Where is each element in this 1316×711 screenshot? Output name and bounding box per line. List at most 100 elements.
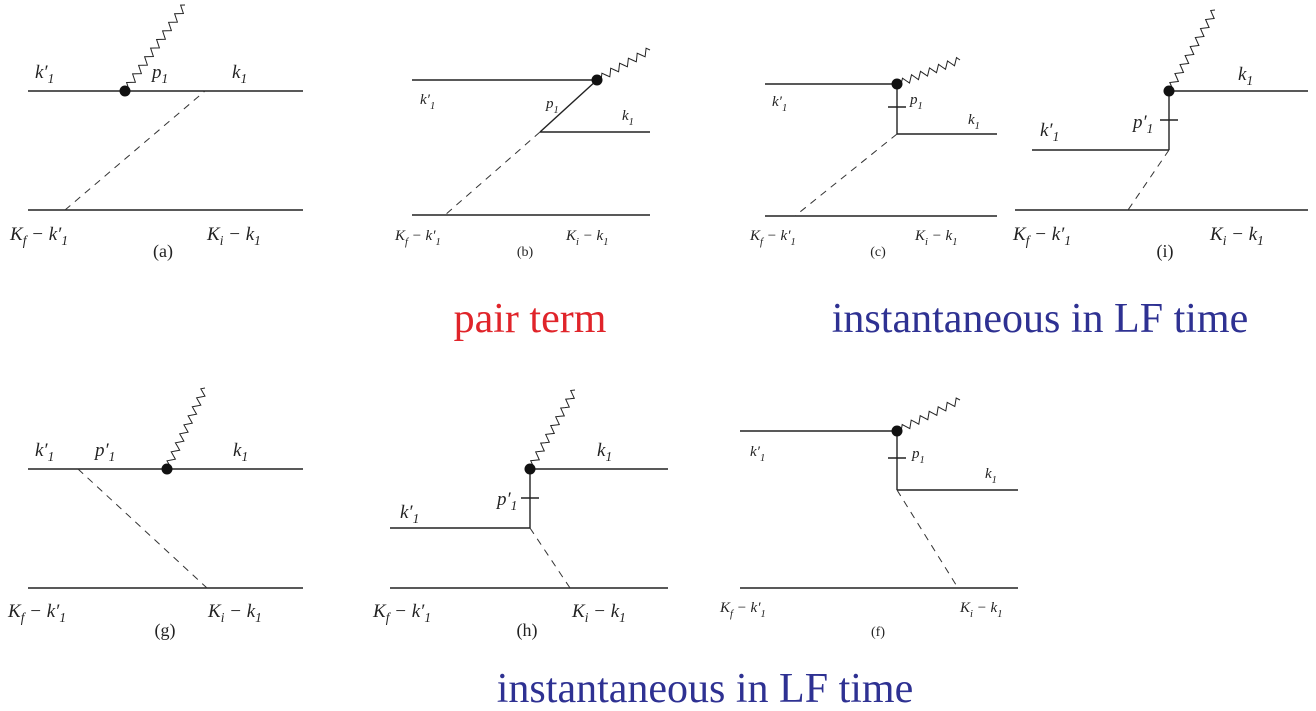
label-sub: 1: [240, 71, 247, 86]
momentum-label: Ki − k1: [207, 601, 262, 625]
label-sub: 1: [162, 71, 169, 86]
label-main: k: [968, 112, 975, 128]
vertex: [891, 78, 903, 90]
label-main: p′: [93, 440, 110, 461]
momentum-label: p′1: [93, 440, 115, 464]
label-main: K: [959, 600, 971, 616]
momentum-label: p′1: [495, 489, 517, 513]
momentum-label: Ki − k1: [571, 601, 626, 625]
momentum-label: k1: [233, 440, 248, 464]
label-sub: 1: [59, 610, 66, 625]
label-main: k: [1238, 64, 1247, 85]
label-main: p′: [1131, 112, 1148, 133]
label-sub: 1: [1053, 129, 1060, 144]
label-main: k′: [35, 440, 48, 461]
label-main: − k′: [26, 224, 62, 245]
label-main: k′: [420, 92, 431, 108]
label-sub: f: [730, 609, 735, 620]
label-sub: 1: [255, 610, 262, 625]
label-main: k′: [35, 62, 48, 83]
momentum-label: Kf − k′1: [9, 224, 68, 248]
label-sub: f: [405, 237, 410, 248]
momentum-label: k1: [597, 440, 612, 464]
label-sub: 1: [430, 101, 435, 112]
momentum-label: Ki − k1: [959, 600, 1002, 620]
label-sub: i: [576, 237, 579, 248]
label-main: − k′: [408, 228, 436, 244]
label-sub: 1: [791, 237, 796, 248]
label-sub: f: [386, 610, 392, 625]
label-main: p′: [495, 489, 512, 510]
label-sub: 1: [1246, 73, 1253, 88]
vertex: [161, 463, 173, 475]
label-main: − k′: [389, 601, 425, 622]
label-main: K: [7, 601, 22, 622]
label-main: p: [545, 96, 554, 112]
label-sub: i: [1223, 233, 1227, 248]
vertex: [524, 463, 536, 475]
label-main: k: [622, 108, 629, 124]
label-sub: 1: [605, 449, 612, 464]
annotation: pair term: [454, 296, 607, 342]
photon-line: [529, 389, 576, 470]
photon-line: [166, 387, 206, 470]
scalar-line: [64, 90, 206, 211]
photon-line: [124, 4, 186, 92]
momentum-label: p′1: [1131, 112, 1153, 136]
photon-line: [896, 56, 961, 88]
label-sub: 1: [254, 233, 261, 248]
label-main: p: [911, 446, 920, 462]
label-sub: i: [585, 610, 589, 625]
label-main: k′: [772, 94, 783, 110]
label-main: k′: [400, 502, 413, 523]
label-main: − k: [224, 601, 255, 622]
label-sub: 1: [997, 609, 1002, 620]
momentum-label: Kf − k′1: [372, 601, 431, 625]
label-sub: 1: [511, 498, 518, 513]
momentum-label: Kf − k′1: [7, 601, 66, 625]
scalar-line: [896, 489, 959, 589]
momentum-label: k1: [985, 466, 997, 486]
momentum-label: Ki − k1: [1209, 224, 1264, 248]
label-main: K: [206, 224, 221, 245]
label-main: − k′: [763, 228, 791, 244]
label-sub: 1: [48, 449, 55, 464]
photon-line: [896, 397, 961, 434]
caption: (c): [870, 245, 886, 260]
caption: (h): [517, 620, 538, 641]
momentum-label: k1: [968, 112, 980, 132]
momentum-label: k′1: [35, 440, 54, 464]
momentum-label: Kf − k′1: [749, 228, 796, 248]
photon-line: [1168, 9, 1216, 92]
scalar-line: [444, 131, 541, 216]
label-sub: 1: [1064, 233, 1071, 248]
label-main: − k′: [24, 601, 60, 622]
caption: (g): [155, 620, 176, 641]
momentum-label: k1: [1238, 64, 1253, 88]
label-sub: 1: [554, 105, 559, 116]
scalar-line: [529, 527, 571, 589]
label-main: − k: [579, 228, 604, 244]
momentum-label: p1: [150, 62, 168, 86]
label-main: K: [1012, 224, 1027, 245]
label-main: − k′: [1029, 224, 1065, 245]
momentum-label: Ki − k1: [914, 228, 957, 248]
label-sub: 1: [952, 237, 957, 248]
momentum-label: Ki − k1: [206, 224, 261, 248]
label-sub: 1: [241, 449, 248, 464]
annotation: instantaneous in LF time: [497, 666, 913, 711]
label-sub: 1: [424, 610, 431, 625]
momentum-label: p1: [909, 92, 923, 112]
label-main: − k: [588, 601, 619, 622]
label-main: K: [394, 228, 406, 244]
label-main: K: [749, 228, 761, 244]
label-sub: 1: [629, 117, 634, 128]
label-sub: 1: [760, 453, 765, 464]
momentum-label: k′1: [1040, 120, 1059, 144]
momentum-label: Kf − k′1: [394, 228, 441, 248]
momentum-label: k′1: [400, 502, 419, 526]
fermion-line: [539, 79, 598, 133]
label-main: K: [719, 600, 731, 616]
label-sub: 1: [1257, 233, 1264, 248]
